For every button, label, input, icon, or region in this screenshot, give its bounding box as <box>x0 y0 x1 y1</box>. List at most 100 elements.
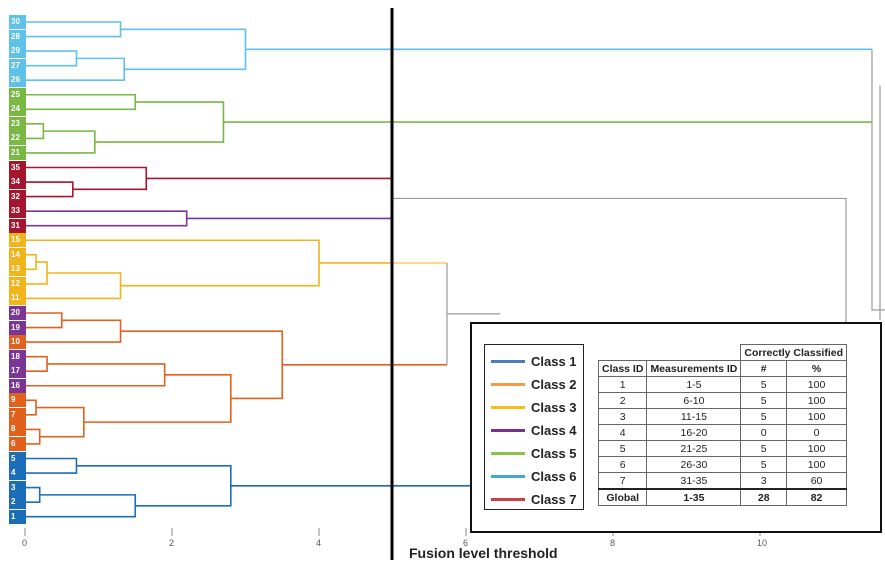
dendrogram-link <box>25 363 166 387</box>
table-cell: 82 <box>786 488 848 506</box>
legend-swatch <box>491 451 525 455</box>
table-cell: 100 <box>786 392 848 409</box>
legend-swatch <box>491 359 525 363</box>
leaf-label: 19 <box>9 320 26 335</box>
dendrogram-link <box>25 181 74 198</box>
dendrogram-link <box>25 93 137 111</box>
table-cell: 26-30 <box>646 456 742 473</box>
table-cell: 1-5 <box>646 376 742 393</box>
table-header-cell: # <box>740 360 788 377</box>
table-cell: 0 <box>786 424 848 441</box>
leaf-label: 10 <box>9 335 26 350</box>
legend-item: Class 6 <box>491 466 577 486</box>
table-cell: 1 <box>597 376 648 393</box>
table-cell: 6-10 <box>646 392 742 409</box>
dendrogram-link <box>76 464 232 507</box>
leaf-label: 8 <box>9 422 26 437</box>
legend-item: Class 5 <box>491 443 577 463</box>
table-cell: 100 <box>786 440 848 457</box>
legend-label: Class 7 <box>531 491 577 507</box>
dendrogram-link <box>120 28 247 71</box>
dendrogram-link <box>25 312 63 329</box>
classification-panel: Class 1 Class 2 Class 3 Class 4 Class 5 Class… <box>470 322 882 533</box>
legend-item: Class 4 <box>491 420 577 440</box>
table-cell: 4 <box>597 424 648 441</box>
legend-label: Class 6 <box>531 468 577 484</box>
legend-swatch <box>491 405 525 409</box>
dendrogram-link <box>25 355 48 372</box>
dendrogram-link <box>25 210 188 227</box>
table-row: 1 1-5 5 100 <box>597 376 848 393</box>
legend-item: Class 3 <box>491 397 577 417</box>
x-tick-label: 0 <box>22 538 28 548</box>
leaf-label: 13 <box>9 262 26 277</box>
leaf-label: 7 <box>9 407 26 422</box>
dendrogram-link <box>25 21 122 38</box>
leaf-label: 26 <box>9 73 26 88</box>
leaf-label: 24 <box>9 102 26 117</box>
dendrogram-link <box>25 239 320 287</box>
table-header-cell: Measurements ID <box>646 360 742 377</box>
leaf-label: 17 <box>9 364 26 379</box>
leaf-label: 25 <box>9 87 26 102</box>
x-tick-label: 10 <box>757 538 768 548</box>
table-header-cell: % <box>786 360 848 377</box>
table-cell: 100 <box>786 408 848 425</box>
dendrogram-link <box>25 428 41 445</box>
leaf-label: 2 <box>9 495 26 510</box>
legend-label: Class 2 <box>531 376 577 392</box>
legend-swatch <box>491 474 525 478</box>
table-cell: 16-20 <box>646 424 742 441</box>
dendrogram-link <box>25 457 78 474</box>
table-cell: 5 <box>740 456 788 473</box>
table-cell: 5 <box>740 376 788 393</box>
table-cell: 5 <box>740 440 788 457</box>
legend-swatch <box>491 382 525 386</box>
dendrogram-link <box>25 50 78 67</box>
dendrogram-link <box>392 197 847 330</box>
x-tick-label: 6 <box>463 538 469 548</box>
leaf-label: 5 <box>9 451 26 466</box>
leaf-label: 18 <box>9 349 26 364</box>
leaf-label: 3 <box>9 480 26 495</box>
leaf-label: 20 <box>9 306 26 320</box>
table-cell: 0 <box>740 424 788 441</box>
table-cell: 5 <box>740 392 788 409</box>
table-cell: 3 <box>597 408 648 425</box>
legend-item: Class 7 <box>491 489 577 509</box>
table-cell: 2 <box>597 392 648 409</box>
leaf-label: 29 <box>9 44 26 59</box>
table-cell: 11-15 <box>646 408 742 425</box>
table-cell: Global <box>597 488 648 506</box>
leaf-label: 22 <box>9 131 26 146</box>
dendrogram-link <box>25 254 37 271</box>
leaf-label: 33 <box>9 204 26 219</box>
table-row-global: Global 1-35 28 82 <box>597 488 848 506</box>
classification-table: Correctly Classified Class ID Measurement… <box>597 344 848 506</box>
table-row: 7 31-35 3 60 <box>597 472 848 490</box>
dendrogram-link <box>871 122 885 311</box>
table-cell: 21-25 <box>646 440 742 457</box>
dendrogram-link <box>25 123 45 140</box>
table-header-row: Class ID Measurements ID #% <box>597 360 848 377</box>
leaf-label: 6 <box>9 436 26 451</box>
table-row: 5 21-25 5 100 <box>597 440 848 457</box>
dendrogram-link <box>25 57 126 81</box>
x-tick-label: 4 <box>316 538 322 548</box>
legend: Class 1 Class 2 Class 3 Class 4 Class 5 Class… <box>484 344 584 510</box>
dendrogram-link <box>120 330 284 400</box>
dendrogram-link <box>36 406 85 438</box>
table-row: 3 11-15 5 100 <box>597 408 848 425</box>
dendrogram-link <box>25 166 148 191</box>
group-header: Correctly Classified <box>740 344 848 361</box>
table-cell: 7 <box>597 472 648 490</box>
dendrogram-link <box>25 272 122 300</box>
dendrogram-link <box>25 399 37 416</box>
table-cell: 100 <box>786 456 848 473</box>
table-cell: 3 <box>740 472 788 490</box>
leaf-label: 28 <box>9 29 26 44</box>
leaf-label: 30 <box>9 15 26 29</box>
dendrogram-link <box>25 486 41 503</box>
leaf-label: 31 <box>9 218 26 233</box>
